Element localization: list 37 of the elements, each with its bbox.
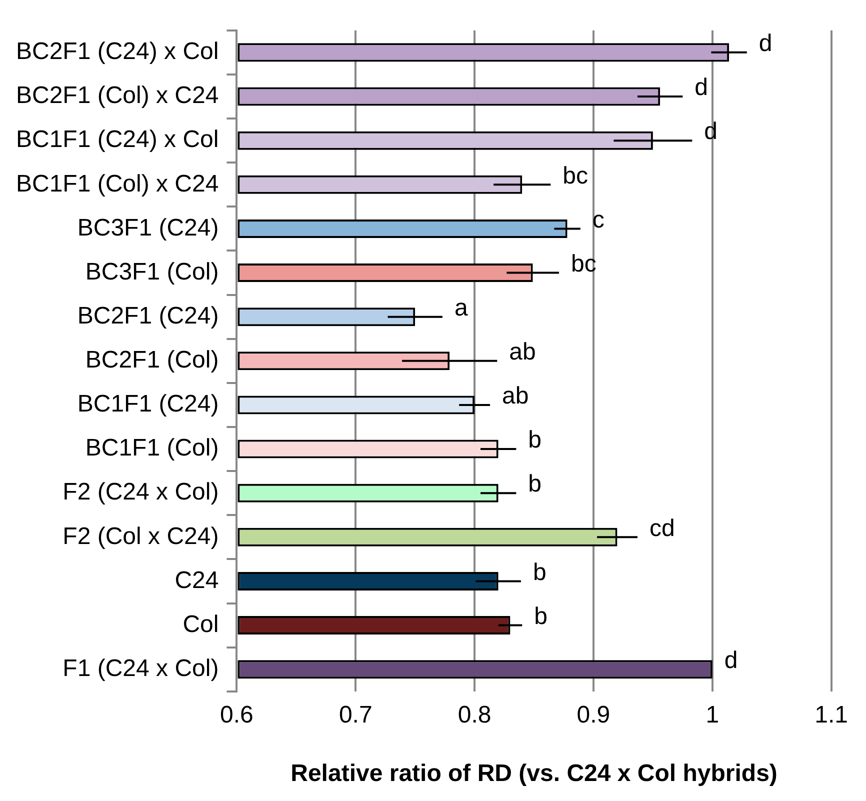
y-tick-label: BC1F1 (C24) bbox=[77, 390, 219, 418]
y-tick-label: BC1F1 (C24) x Col bbox=[16, 126, 219, 154]
annotation: d bbox=[704, 118, 718, 146]
y-tick-label: BC1F1 (Col) bbox=[85, 434, 219, 462]
x-axis-title: Relative ratio of RD (vs. C24 x Col hybrids) bbox=[290, 760, 778, 788]
y-tick-label: Col bbox=[182, 610, 219, 638]
annotation: a bbox=[454, 294, 468, 322]
y-tick-label: F2 (C24 x Col) bbox=[62, 478, 219, 506]
x-tick-label: 0.7 bbox=[338, 701, 372, 728]
annotation: d bbox=[724, 646, 738, 674]
annotation: bc bbox=[570, 250, 596, 278]
annotation: b bbox=[528, 426, 542, 454]
y-tick-label: BC3F1 (C24) bbox=[77, 214, 219, 242]
annotation: c bbox=[592, 206, 604, 234]
annotation: cd bbox=[649, 514, 675, 542]
x-tick-label: 0.9 bbox=[576, 701, 610, 728]
y-tick-label: BC3F1 (Col) bbox=[85, 258, 219, 286]
x-tick-label: 0.6 bbox=[220, 701, 254, 728]
y-tick-label: BC2F1 (Col) x C24 bbox=[16, 82, 219, 110]
annotation: b bbox=[528, 470, 542, 498]
x-tick-label: 1.1 bbox=[814, 701, 848, 728]
y-tick-label: F2 (Col x C24) bbox=[62, 522, 219, 550]
annotation: b bbox=[532, 558, 546, 586]
y-tick-label: BC1F1 (Col) x C24 bbox=[16, 170, 219, 198]
annotation: ab bbox=[502, 382, 529, 410]
annotation: bc bbox=[562, 162, 588, 190]
annotation: d bbox=[758, 30, 772, 58]
y-tick-label: F1 (C24 x Col) bbox=[62, 654, 219, 682]
y-tick-label: BC2F1 (C24) x Col bbox=[16, 38, 219, 66]
x-tick-label: 1 bbox=[706, 701, 720, 728]
annotation: d bbox=[694, 74, 708, 102]
y-tick-label: BC2F1 (Col) bbox=[85, 346, 219, 374]
x-tick-label: 0.8 bbox=[458, 701, 492, 728]
y-tick-label: BC2F1 (C24) bbox=[77, 302, 219, 330]
y-tick-label: C24 bbox=[174, 566, 219, 594]
annotation: b bbox=[534, 602, 548, 630]
annotation: ab bbox=[509, 338, 536, 366]
